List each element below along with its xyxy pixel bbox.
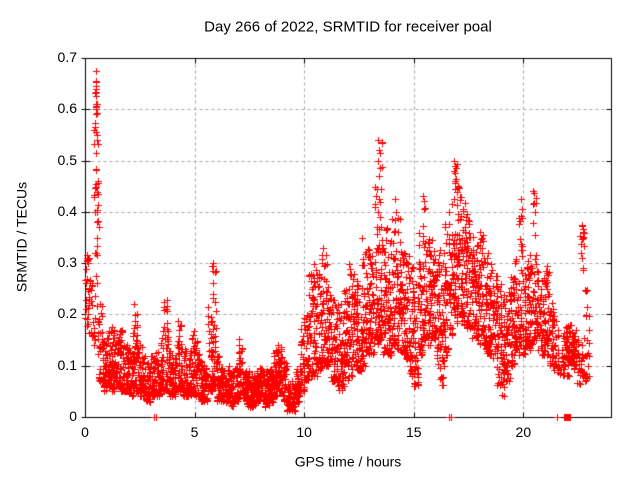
y-tick-label: 0.4 xyxy=(57,202,77,219)
y-tick-label: 0.1 xyxy=(57,356,77,373)
x-tick-label: 15 xyxy=(405,424,422,440)
y-tick-label: 0.5 xyxy=(57,151,77,168)
y-tick-label: 0.3 xyxy=(57,254,77,271)
x-tick-label: 10 xyxy=(296,424,312,440)
x-axis-title: GPS time / hours xyxy=(294,453,402,470)
x-tick-label: 5 xyxy=(190,424,199,440)
y-tick-label: 0 xyxy=(69,408,77,424)
y-axis-title: SRMTID / TECUs xyxy=(13,181,30,293)
x-tick-label: 0 xyxy=(81,424,89,440)
y-tick-label: 0.6 xyxy=(57,100,77,117)
y-tick-label: 0.2 xyxy=(57,305,77,322)
x-tick-label: 20 xyxy=(515,424,532,440)
chart-title: Day 266 of 2022, SRMTID for receiver poa… xyxy=(204,18,492,36)
y-tick-label: 0.7 xyxy=(57,49,77,65)
